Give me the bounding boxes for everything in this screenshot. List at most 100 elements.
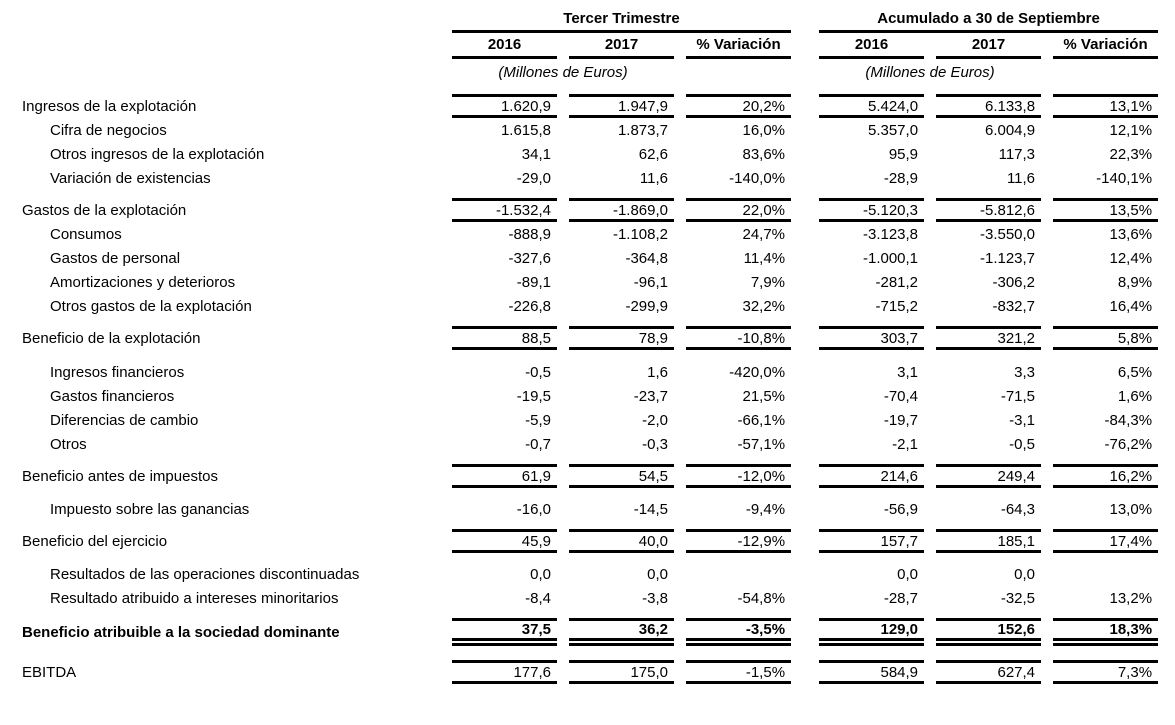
cell-q2016: 177,6 [452, 660, 557, 684]
row-label: Ingresos de la explotación [22, 97, 197, 115]
cell-qvar: -12,0% [686, 464, 792, 488]
cell-q2016: -0,5 [525, 363, 551, 381]
units-label-q3: (Millones de Euros) [498, 64, 628, 81]
cell-a2016: 157,7 [819, 529, 925, 553]
row-label: Gastos de personal [50, 249, 181, 267]
row-spacer [12, 318, 1158, 326]
block-gap [803, 118, 807, 142]
cell-qvar: -54,8% [737, 589, 786, 607]
cell-a2016: 303,7 [819, 326, 925, 350]
block-gap [803, 294, 807, 318]
cell-avar: 18,3% [1053, 618, 1159, 646]
cell-q2017: 1.873,7 [617, 121, 668, 139]
cell-qvar: 22,0% [686, 198, 792, 222]
cell-a2017: -0,5 [1009, 435, 1036, 453]
row-label: Otros [50, 435, 87, 453]
cell-avar: 13,0% [1109, 500, 1153, 518]
row-spacer [12, 610, 1158, 618]
table-row: Ingresos de la explotación 1.620,9 1.947,9… [12, 94, 1159, 118]
cell-avar: 13,5% [1053, 198, 1159, 222]
cell-q2017: -1.869,0 [569, 198, 674, 222]
cell-q2017: 0,0 [647, 565, 668, 583]
cell-q2017: -2,0 [642, 411, 668, 429]
cell-q2016: -19,5 [516, 387, 551, 405]
row-label: Amortizaciones y deterioros [50, 273, 236, 291]
cell-q2016: -226,8 [508, 297, 551, 315]
cell-a2017: -71,5 [1000, 387, 1036, 405]
cell-q2016: 34,1 [521, 145, 551, 163]
cell-q2016: 61,9 [452, 464, 557, 488]
cell-qvar: -12,9% [686, 529, 792, 553]
row-label: Otros ingresos de la explotación [50, 145, 265, 163]
group-header-row: Tercer Trimestre Acumulado a 30 de Septi… [12, 8, 1159, 33]
cell-a2016: 584,9 [819, 660, 925, 684]
cell-qvar: -1,5% [686, 660, 792, 684]
table-row: Impuesto sobre las ganancias -16,0 -14,5 -9… [12, 497, 1158, 521]
cell-q2016: -29,0 [516, 169, 551, 187]
block-gap [803, 464, 807, 488]
row-spacer [12, 350, 1158, 360]
group-title-ytd: Acumulado a 30 de Septiembre [819, 8, 1159, 33]
cell-q2017: 36,2 [569, 618, 674, 646]
cell-q2016: -16,0 [516, 500, 551, 518]
cell-a2016: 3,1 [897, 363, 919, 381]
cell-avar: 5,8% [1053, 326, 1159, 350]
row-label: Consumos [50, 225, 122, 243]
cell-q2017: -299,9 [625, 297, 668, 315]
row-label: Resultados de las operaciones discontinu… [50, 565, 360, 583]
cell-qvar: 7,9% [750, 273, 786, 291]
cell-qvar: -66,1% [737, 411, 786, 429]
cell-q2016: 0,0 [530, 565, 551, 583]
table-row: Beneficio del ejercicio 45,9 40,0 -12,9% 157… [12, 529, 1159, 553]
row-label: Gastos financieros [50, 387, 175, 405]
row-label: Resultado atribuido a intereses minorita… [50, 589, 339, 607]
cell-a2017: -3,1 [1009, 411, 1036, 429]
cell-qvar: 21,5% [742, 387, 786, 405]
cell-qvar: 20,2% [686, 94, 792, 118]
block-gap [803, 529, 807, 553]
cell-a2016: -70,4 [883, 387, 919, 405]
cell-a2017: 3,3 [1014, 363, 1036, 381]
row-label: Gastos de la explotación [22, 201, 187, 219]
block-gap [803, 408, 807, 432]
cell-qvar: 24,7% [742, 225, 786, 243]
col-header-ytd-2016: 2016 [819, 33, 925, 59]
cell-a2017: -64,3 [1000, 500, 1036, 518]
cell-q2017: -0,3 [642, 435, 668, 453]
column-header-row: 2016 2017 % Variación 2016 2017 % Variac… [12, 33, 1159, 59]
col-header-q3-2017: 2017 [569, 33, 674, 59]
row-label: Cifra de negocios [50, 121, 167, 139]
table-row: EBITDA 177,6 175,0 -1,5% 584,9 627,4 7,3% [12, 660, 1159, 684]
row-label: EBITDA [22, 663, 77, 681]
row-spacer [12, 521, 1158, 529]
blank-cell [1053, 59, 1158, 90]
cell-avar: 6,5% [1117, 363, 1153, 381]
cell-q2016: -8,4 [525, 589, 551, 607]
cell-a2016: 214,6 [819, 464, 925, 488]
col-header-ytd-2017: 2017 [936, 33, 1042, 59]
cell-a2016: 5.357,0 [867, 121, 919, 139]
row-label: Variación de existencias [50, 169, 211, 187]
cell-qvar: -10,8% [686, 326, 792, 350]
cell-a2016: -2,1 [892, 435, 919, 453]
cell-qvar: 11,4% [743, 249, 786, 267]
row-spacer [12, 646, 1158, 660]
table-row: Gastos financieros -19,5 -23,7 21,5% -70,4 -7… [12, 384, 1158, 408]
cell-avar: 16,2% [1053, 464, 1159, 488]
cell-q2016: -888,9 [508, 225, 551, 243]
table-row: Beneficio de la explotación 88,5 78,9 -10,8… [12, 326, 1159, 350]
block-gap [803, 432, 807, 456]
block-gap [803, 246, 807, 270]
cell-a2017: 0,0 [1014, 565, 1036, 583]
cell-a2017: -32,5 [1000, 589, 1036, 607]
table-row: Gastos de la explotación -1.532,4 -1.869,0… [12, 198, 1159, 222]
cell-q2017: -14,5 [633, 500, 668, 518]
col-header-q3-2016: 2016 [452, 33, 557, 59]
cell-q2017: 40,0 [569, 529, 674, 553]
cell-a2017: 185,1 [936, 529, 1042, 553]
cell-a2017: -306,2 [992, 273, 1036, 291]
cell-avar: 22,3% [1109, 145, 1153, 163]
block-gap [803, 360, 807, 384]
cell-a2017: 6.004,9 [984, 121, 1036, 139]
